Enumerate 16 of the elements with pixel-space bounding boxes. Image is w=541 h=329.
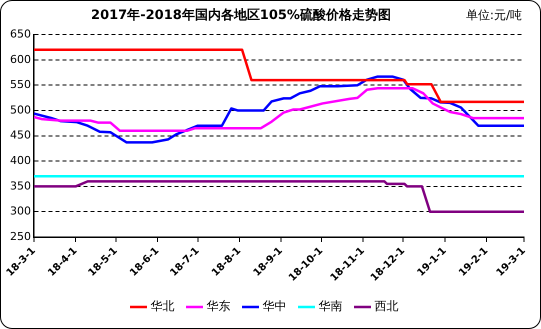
legend-label: 华东 — [206, 299, 230, 314]
y-tick-label: 600 — [10, 52, 31, 66]
legend-label: 华中 — [262, 299, 286, 314]
y-tick-label: 250 — [10, 230, 31, 243]
y-tick-label: 500 — [10, 103, 31, 116]
legend-label: 华北 — [150, 299, 174, 314]
y-tick-label: 400 — [10, 154, 31, 167]
y-tick-label: 450 — [10, 128, 31, 142]
y-tick-label: 550 — [10, 78, 31, 92]
y-tick-label: 350 — [10, 179, 31, 192]
chart-subtitle: 单位:元/吨 — [466, 7, 522, 24]
chart-title: 2017年-2018年国内各地区105%硫酸价格走势图 — [90, 6, 392, 24]
legend-label: 华南 — [318, 299, 342, 314]
y-tick-label: 650 — [10, 27, 31, 40]
y-tick-label: 300 — [10, 204, 31, 218]
legend-label: 西北 — [374, 299, 398, 314]
